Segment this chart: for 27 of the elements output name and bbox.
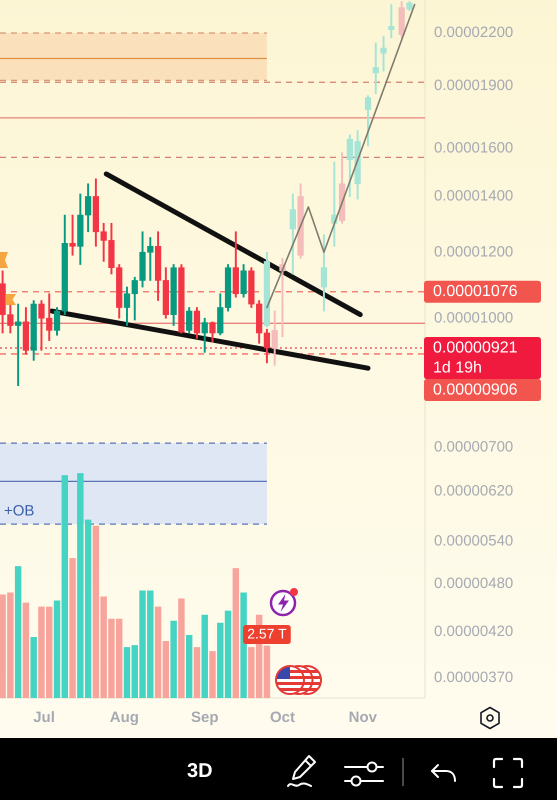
text: 1d 19h <box>433 359 482 376</box>
candlestick <box>15 304 22 386</box>
y-tick-label: 0.00001600 <box>434 139 514 156</box>
y-tick-label: 0.00002200 <box>434 24 514 42</box>
y-tick-label: 0.00001200 <box>434 243 514 260</box>
y-tick-label: 0.00000540 <box>434 532 514 550</box>
candlestick <box>69 214 76 256</box>
x-tick-label: Nov <box>348 709 378 726</box>
ref-line-label: 0.00001076 <box>433 283 518 300</box>
band-label: +OB <box>4 502 34 520</box>
ref-line-label: 0.00000906 <box>433 381 518 398</box>
candlestick <box>388 4 394 38</box>
data-label: 2.57 T <box>247 625 288 642</box>
y-tick-label: 0.00000370 <box>434 669 514 686</box>
y-tick-label: 0.00001900 <box>434 77 514 94</box>
y-tick-label: 0.00001000 <box>434 309 514 326</box>
y-tick-label: 0.00001400 <box>434 188 514 205</box>
y-tick-label: 0.00000620 <box>434 482 514 500</box>
text: 3D <box>187 759 213 783</box>
y-tick-label: 0.00000420 <box>434 623 514 640</box>
ref-line-label: 0.00000921 <box>433 339 518 356</box>
x-tick-label: Sep <box>190 709 218 726</box>
x-tick-label: Oct <box>270 709 295 726</box>
y-tick-label: 0.00000700 <box>434 438 514 456</box>
x-tick-label: Aug <box>110 709 139 726</box>
x-tick-label: Jul <box>33 709 55 726</box>
y-tick-label: 0.00000480 <box>434 574 514 592</box>
